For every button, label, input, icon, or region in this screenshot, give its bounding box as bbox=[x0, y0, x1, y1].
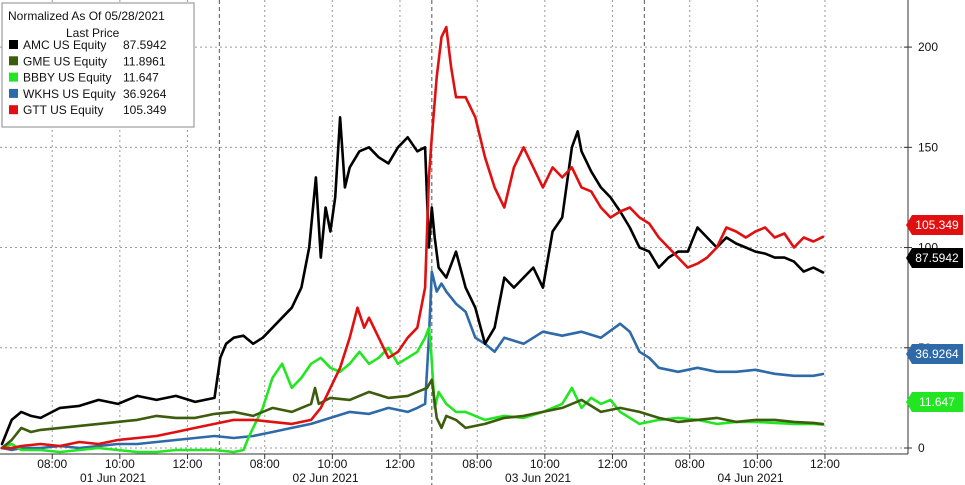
series-line-gtt bbox=[0, 25, 825, 450]
tag-value: 105.349 bbox=[915, 218, 959, 232]
x-tick-label: 10:00 bbox=[530, 457, 560, 471]
last-value-tag: 105.349 bbox=[906, 215, 963, 235]
day-label: 01 Jun 2021 bbox=[80, 471, 146, 485]
series-line-wkhs bbox=[0, 270, 825, 452]
x-tick-label: 08:00 bbox=[462, 457, 492, 471]
tag-background bbox=[906, 248, 963, 268]
y-tick-label: 0 bbox=[918, 441, 925, 455]
y-tick-label: 200 bbox=[918, 40, 938, 54]
x-axis-ticks: 08:00 10:00 12:00 08:00 10:00 12:00 08:00 10:00… bbox=[37, 454, 840, 471]
legend-swatch bbox=[9, 56, 18, 66]
day-label: 02 Jun 2021 bbox=[293, 471, 359, 485]
legend-swatch bbox=[9, 105, 18, 115]
legend-series-value: 11.8961 bbox=[123, 54, 166, 68]
legend-swatch bbox=[9, 72, 18, 82]
day-labels: 01 Jun 2021 02 Jun 2021 03 Jun 2021 04 Jun … bbox=[80, 471, 784, 485]
tag-background bbox=[906, 392, 963, 412]
chart-title: Normalized As Of 05/28/2021 bbox=[8, 9, 165, 23]
legend-swatch bbox=[9, 40, 18, 49]
x-tick-label: 08:00 bbox=[250, 457, 280, 471]
legend-series-name: BBBY US Equity bbox=[23, 71, 112, 85]
tag-value: 87.5942 bbox=[915, 251, 959, 265]
x-tick-label: 12:00 bbox=[172, 457, 202, 471]
x-tick-label: 12:00 bbox=[597, 457, 627, 471]
series-line-gme bbox=[0, 378, 825, 450]
tag-value: 11.647 bbox=[919, 395, 955, 409]
chart-subtitle: Last Price bbox=[66, 26, 120, 40]
legend-swatch bbox=[9, 88, 18, 98]
series-lines bbox=[0, 25, 825, 454]
day-label: 04 Jun 2021 bbox=[718, 471, 784, 485]
legend-series-value: 11.647 bbox=[123, 71, 159, 85]
series-line-amc bbox=[0, 116, 825, 446]
legend-items: AMC US Equity 87.5942 GME US Equity 11.8961… bbox=[9, 38, 167, 117]
last-value-tags: 87.5942 11.647 36.9264 105.349 bbox=[906, 215, 963, 412]
last-value-tag: 11.647 bbox=[906, 392, 963, 412]
y-tick-label: 150 bbox=[918, 140, 938, 154]
legend-box bbox=[1, 2, 195, 128]
tag-value: 36.9264 bbox=[915, 347, 959, 361]
day-label: 03 Jun 2021 bbox=[505, 471, 571, 485]
legend-series-name: WKHS US Equity bbox=[23, 87, 116, 101]
x-tick-label: 12:00 bbox=[810, 457, 840, 471]
tag-background bbox=[906, 215, 963, 235]
legend-series-value: 105.349 bbox=[123, 103, 167, 117]
x-tick-label: 08:00 bbox=[675, 457, 705, 471]
tag-background bbox=[906, 344, 963, 364]
series-line-bbby bbox=[0, 326, 825, 454]
x-tick-label: 08:00 bbox=[37, 457, 67, 471]
legend-series-name: AMC US Equity bbox=[23, 38, 106, 52]
x-tick-label: 10:00 bbox=[105, 457, 135, 471]
x-tick-label: 10:00 bbox=[317, 457, 347, 471]
legend-series-name: GME US Equity bbox=[23, 54, 107, 68]
legend-series-name: GTT US Equity bbox=[23, 103, 103, 117]
legend: Normalized As Of 05/28/2021 Last Price A… bbox=[1, 2, 195, 128]
x-tick-label: 12:00 bbox=[385, 457, 415, 471]
last-value-tag: 36.9264 bbox=[906, 344, 963, 364]
legend-series-value: 87.5942 bbox=[123, 38, 167, 52]
day-separators bbox=[218, 0, 645, 485]
x-tick-label: 10:00 bbox=[742, 457, 772, 471]
legend-series-value: 36.9264 bbox=[123, 87, 167, 101]
last-value-tag: 87.5942 bbox=[906, 248, 963, 268]
grid-lines bbox=[0, 0, 908, 454]
